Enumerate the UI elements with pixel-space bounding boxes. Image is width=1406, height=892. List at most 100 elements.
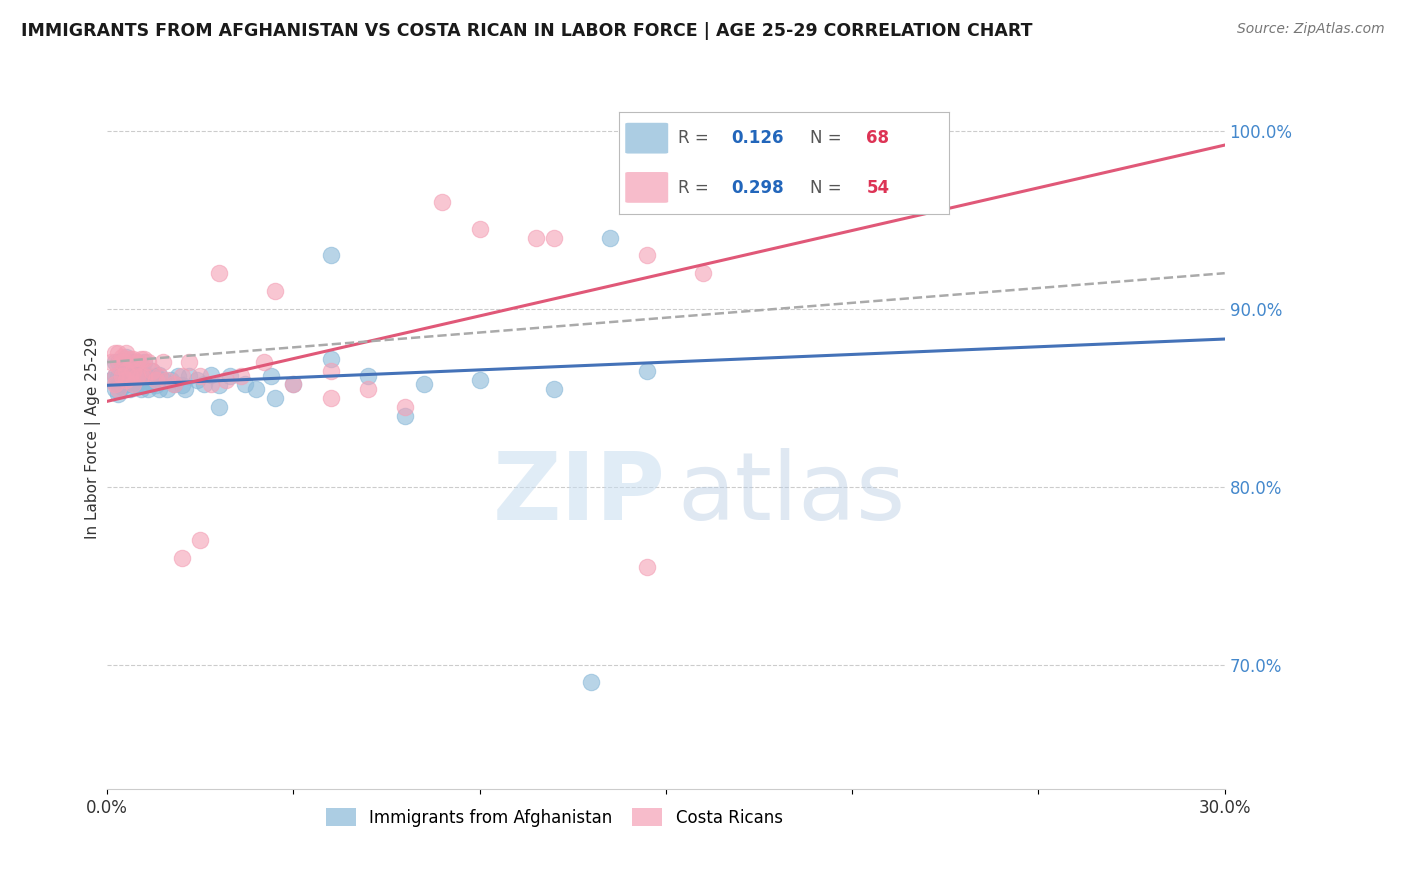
Point [118,351,141,366]
Point [107,355,129,369]
Point [524,230,547,244]
Point [111,355,134,369]
Point [156,382,179,396]
FancyBboxPatch shape [626,172,668,202]
Point [193,376,215,391]
Point [412,376,434,391]
Point [107,359,129,373]
Point [148,368,170,382]
Point [114,369,136,384]
Point [122,364,145,378]
Point [148,369,170,384]
Point [145,378,167,392]
Point [122,376,145,391]
Point [136,382,159,396]
Point [129,382,152,396]
Point [636,248,658,262]
Point [129,373,152,387]
Point [104,369,127,384]
Point [118,369,141,384]
Point [283,376,305,391]
Text: 68: 68 [866,128,890,146]
Text: 0.298: 0.298 [731,179,783,197]
Point [125,376,148,391]
Point [170,369,193,384]
Point [111,369,134,384]
Point [118,382,141,396]
Point [111,368,134,382]
Point [122,373,145,387]
Point [122,378,145,392]
Point [114,359,136,373]
Point [107,382,129,396]
FancyBboxPatch shape [626,123,668,153]
Text: N =: N = [810,128,848,146]
Point [111,373,134,387]
Point [263,391,285,405]
Text: N =: N = [810,179,848,197]
Point [543,230,565,244]
Point [114,376,136,391]
Point [136,355,159,369]
Point [319,391,342,405]
Point [357,382,380,396]
Point [148,382,170,396]
Point [432,194,454,209]
Point [163,376,186,391]
Point [219,369,242,384]
Point [468,373,491,387]
Point [468,221,491,235]
Point [129,369,152,384]
Legend: Immigrants from Afghanistan, Costa Ricans: Immigrants from Afghanistan, Costa Rican… [319,802,789,834]
Point [245,382,267,396]
Point [122,351,145,366]
Point [104,369,127,384]
Point [319,351,342,366]
Point [156,373,179,387]
Point [111,350,134,364]
Point [263,284,285,298]
Point [599,230,621,244]
Point [163,376,186,391]
Point [107,387,129,401]
Point [125,368,148,382]
Point [104,382,127,396]
Point [125,355,148,369]
Point [231,369,253,384]
Point [141,376,163,391]
Point [152,373,174,387]
Point [283,376,305,391]
Point [104,346,127,360]
Point [107,376,129,391]
Point [208,400,231,414]
Point [111,355,134,369]
Point [141,364,163,378]
Point [167,369,190,384]
Point [114,373,136,387]
Text: R =: R = [678,128,714,146]
Point [141,364,163,378]
Point [159,373,181,387]
Point [260,369,283,384]
Point [125,369,148,384]
Point [170,550,193,565]
Point [136,369,159,384]
Point [100,355,122,369]
Point [107,346,129,360]
Point [104,355,127,369]
Point [636,559,658,574]
Point [118,355,141,369]
Text: R =: R = [678,179,714,197]
Point [122,368,145,382]
Text: ZIP: ZIP [494,448,666,540]
Point [129,351,152,366]
Point [170,378,193,392]
Point [179,355,201,369]
Point [134,378,156,392]
Point [581,675,603,690]
Text: Source: ZipAtlas.com: Source: ZipAtlas.com [1237,22,1385,37]
Point [200,376,222,391]
Point [118,369,141,384]
Point [253,355,276,369]
Point [543,382,565,396]
